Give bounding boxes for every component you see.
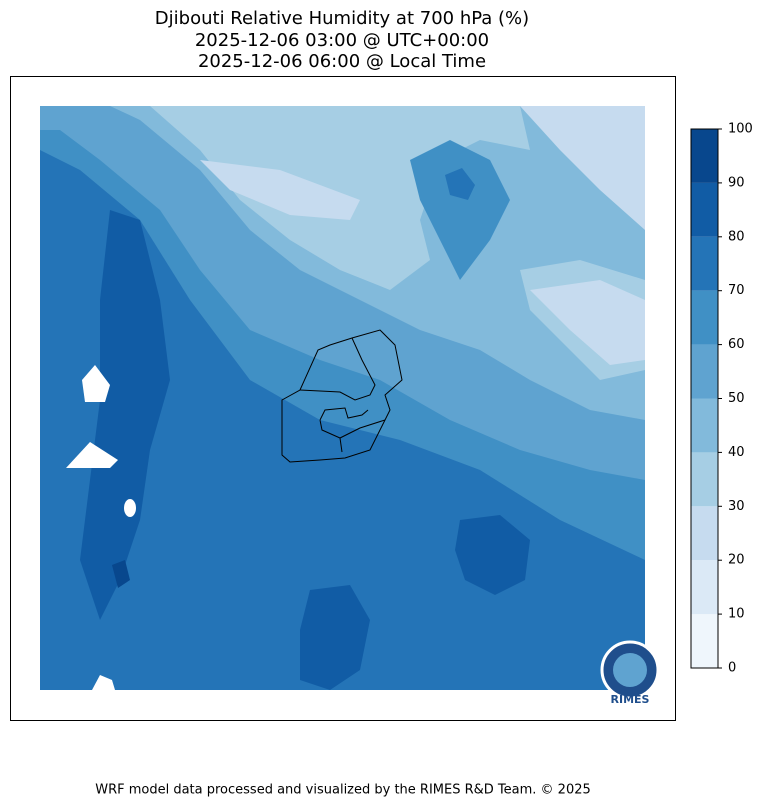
colorbar-segment [691,614,718,668]
colorbar-tick-label: 10 [728,607,745,622]
missing-area [82,365,110,402]
colorbar-segment [691,506,718,561]
field-region [530,280,645,365]
title-line: 2025-12-06 06:00 @ Local Time [198,51,486,72]
colorbar-tick-label: 70 [728,283,745,298]
colorbar-segment [691,290,718,345]
colorbar-tick-label: 40 [728,445,745,460]
logo-text: RIMES [611,693,650,706]
field-region [300,585,370,690]
colorbar-segment [691,560,718,615]
djibouti-borders [281,329,403,463]
colorbar-tick-label: 100 [728,122,753,137]
field-region [80,210,170,620]
field-region [455,515,530,595]
field-region [410,140,510,280]
colorbar-segment [691,398,718,453]
field-region [445,168,475,200]
colorbar: 0 10 20 30 40 50 60 70 80 90 100 [690,122,753,676]
colorbar-tick-label: 90 [728,175,745,190]
field-region [520,106,645,230]
footer: WRF model data processed and visualized … [95,783,591,798]
rimes-logo: RIMES [600,640,660,706]
colorbar-tick-label: 20 [728,553,745,568]
missing-area [124,499,136,517]
colorbar-segment [691,129,718,183]
humidity-field [40,106,645,690]
field-region [200,160,360,220]
colorbar-tick-label: 30 [728,499,745,514]
missing-area [92,675,115,690]
colorbar-tick-label: 0 [728,661,736,676]
colorbar-segment [691,452,718,507]
colorbar-tick-label: 80 [728,229,745,244]
title-line: 2025-12-06 03:00 @ UTC+00:00 [195,30,489,51]
colorbar-tick-label: 50 [728,391,745,406]
missing-area [66,442,118,468]
colorbar-segment [691,236,718,291]
title-line: Djibouti Relative Humidity at 700 hPa (%… [155,8,529,29]
colorbar-segment [691,182,718,237]
colorbar-tick-label: 60 [728,337,745,352]
field-region [112,560,130,588]
colorbar-segment [691,344,718,399]
